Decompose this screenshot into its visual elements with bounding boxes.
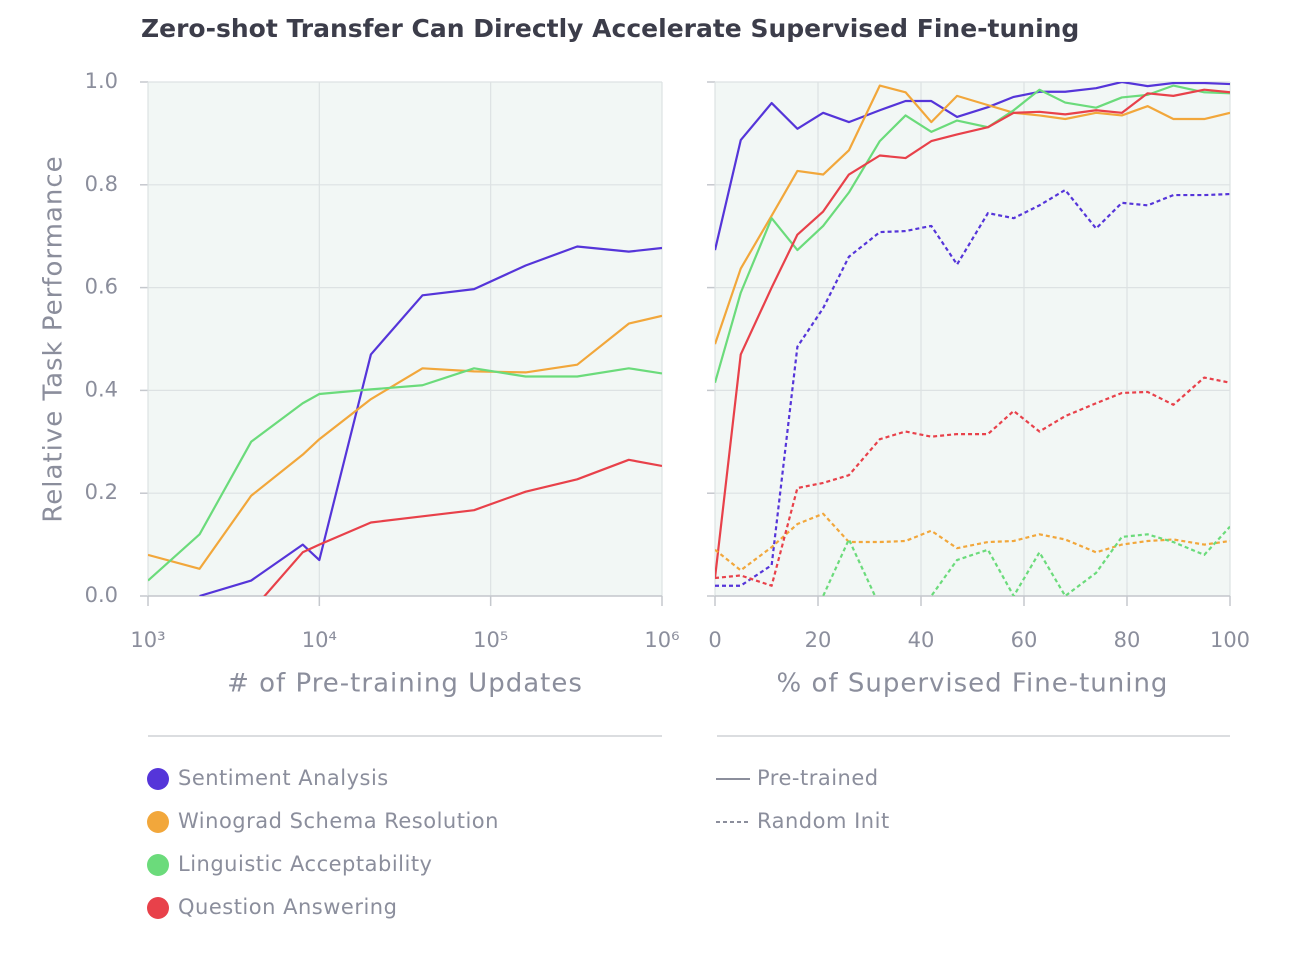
plot-background: [148, 82, 662, 596]
y-tick-label: 0.4: [85, 377, 118, 401]
series-line: [148, 367, 662, 582]
legend-marker: [147, 854, 169, 876]
series-line: [715, 88, 1230, 579]
y-tick-label: 1.0: [85, 69, 118, 93]
plot-lines: [148, 245, 662, 596]
x-tick-label: 0: [708, 628, 721, 652]
legend-label: Linguistic Acceptability: [178, 852, 432, 876]
x-tick-label: 100: [1210, 628, 1250, 652]
series-line: [715, 376, 1230, 587]
series-line: [715, 84, 1230, 345]
legend-label: Question Answering: [178, 895, 397, 919]
series-line: [199, 245, 662, 596]
x-axis-label: % of Supervised Fine-tuning: [777, 669, 1169, 699]
x-tick-label: 10³: [130, 628, 165, 652]
chart-title: Zero-shot Transfer Can Directly Accelera…: [141, 14, 1079, 43]
series-line: [715, 82, 1230, 251]
x-tick-label: 10⁶: [644, 628, 679, 652]
series-line: [263, 458, 662, 596]
legend-marker: [147, 897, 169, 919]
y-tick-label: 0.0: [85, 583, 118, 607]
legend-label: Sentiment Analysis: [178, 766, 389, 790]
series-line: [715, 188, 1230, 587]
plot-background: [715, 82, 1230, 596]
y-tick-label: 0.8: [85, 172, 118, 196]
x-tick-label: 10⁵: [473, 628, 508, 652]
x-tick-label: 60: [1011, 628, 1038, 652]
series-line: [148, 314, 662, 570]
legend-marker: [147, 768, 169, 790]
y-tick-label: 0.6: [85, 275, 118, 299]
y-axis-label: Relative Task Performance: [39, 155, 69, 522]
legend-label: Pre-trained: [757, 766, 879, 790]
x-tick-label: 40: [908, 628, 935, 652]
legend-label: Winograd Schema Resolution: [178, 809, 499, 833]
legend-marker: [147, 811, 169, 833]
x-axis-label: # of Pre-training Updates: [227, 669, 583, 699]
plot-lines: [715, 82, 1230, 596]
legend-label: Random Init: [757, 809, 890, 833]
x-tick-label: 80: [1114, 628, 1141, 652]
series-line: [715, 512, 1230, 572]
y-tick-label: 0.2: [85, 480, 118, 504]
series-line: [821, 525, 1230, 596]
x-tick-label: 20: [805, 628, 832, 652]
x-tick-label: 10⁴: [302, 628, 337, 652]
